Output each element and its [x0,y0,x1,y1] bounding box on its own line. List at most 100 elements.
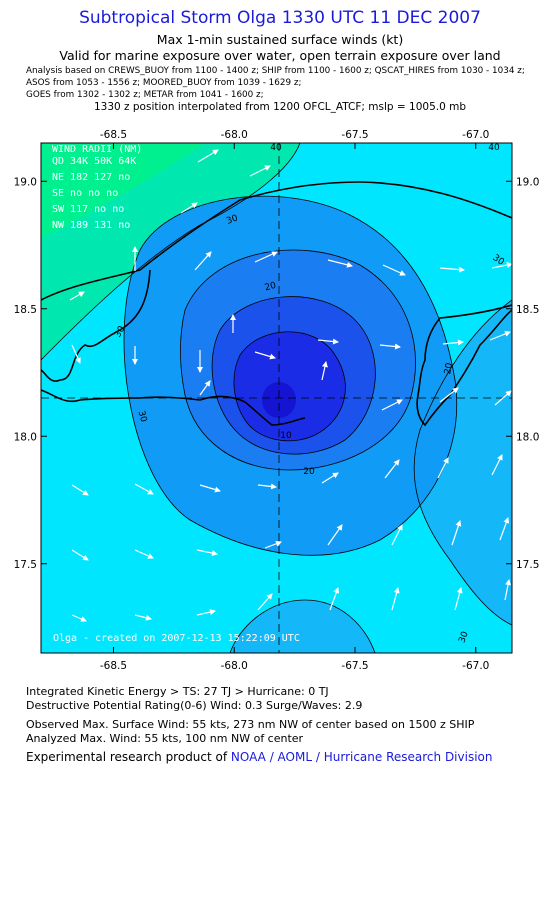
lat-tick-label-left: 17.5 [14,559,37,571]
wind-radii-row: NE 182 127 no [52,172,130,183]
data-sources-line-3: GOES from 1302 - 1302 z; METAR from 1041… [26,90,264,100]
wind-radii-row: SE no no no [52,188,118,199]
axis-ticks [41,143,512,653]
wind-vector-arrow [451,520,462,546]
wind-vector-arrow [391,524,403,546]
wind-vector-arrow [491,454,503,476]
wind-vector-arrow [264,540,282,549]
wind-vector-arrow [194,251,212,271]
wind-vector-arrow [381,399,403,411]
contour-lines [41,143,512,653]
wind-vector-arrow [71,549,89,561]
wind-vector-arrow [196,549,218,556]
lat-tick-label-right: 18.5 [516,304,539,316]
lon-tick-label-top: -67.0 [462,129,489,141]
coastlines [41,181,512,427]
credit-prefix: Experimental research product of [26,750,231,764]
data-sources-line-2: ASOS from 1053 - 1556 z; MOORED_BUOY fro… [26,78,302,88]
east-wind-zone [414,300,512,625]
wind-vector-arrow [321,361,328,381]
wind-radii-title: WIND RADII (NM) [52,144,142,155]
wind-vector-arrow [439,387,459,403]
wind-vector-arrow [199,484,221,493]
lon-tick-label-top: -68.0 [221,129,248,141]
contour-label: 20 [303,467,315,477]
wind-vector-arrow [491,262,512,269]
wind-vector-arrow [199,380,211,396]
wind-vector-arrow [379,343,401,350]
lon-tick-label-bottom: -68.5 [100,660,127,672]
wind-vector-arrow [454,587,463,611]
wind-vector-arrow [257,483,277,490]
wind-vector-arrow [134,549,154,559]
contour-label: 40 [270,143,282,153]
data-sources-line-1: Analysis based on CREWS_BUOY from 1100 -… [26,66,525,76]
plot-frame [40,142,513,654]
wind-vector-arrow [196,609,216,616]
wind-vector-arrow [180,202,198,214]
lat-tick-label-right: 17.5 [516,559,539,571]
wind-radii-header: QD 34K 50K 64K [52,156,136,167]
wind-vector-arrow [321,472,339,484]
lat-tick-label-right: 19.0 [516,176,539,188]
lon-tick-label-bottom: -67.5 [341,660,368,672]
position-note: 1330 z position interpolated from 1200 O… [93,101,467,113]
wind-vector-arrow [134,483,154,495]
contour-label: 30 [225,213,239,226]
wind-vector-arrow [327,524,343,546]
wind-vector-arrow [439,266,465,273]
lat-tick-label-left: 18.5 [14,304,37,316]
wind-vector-arrow [134,614,152,621]
contour-band-5 [262,382,296,418]
analyzed-max-wind-text: Analyzed Max. Wind: 55 kts, 100 nm NW of… [26,732,304,745]
contour-label: 10 [280,431,292,441]
wind-radii-row: SW 117 no no [52,204,124,215]
hrd-link[interactable]: NOAA / AOML / Hurricane Research Divisio… [230,750,493,764]
lon-tick-label-bottom: -68.0 [221,660,248,672]
wind-radii-table: WIND RADII (NM) QD 34K 50K 64K NE 182 12… [52,144,142,231]
south-wind-zone [230,600,375,653]
map-subtitle-exposure: Valid for marine exposure over water, op… [59,48,501,63]
wind-vector-arrow [249,165,271,177]
contour-label: 40 [488,143,500,153]
kinetic-energy-text: Integrated Kinetic Energy > TS: 27 TJ > … [26,685,329,698]
map-title: Subtropical Storm Olga 1330 UTC 11 DEC 2… [79,8,481,28]
wind-vector-arrow [499,517,510,541]
wind-vector-arrow [494,390,512,406]
destructive-potential-text: Destructive Potential Rating(0-6) Wind: … [26,699,363,712]
wind-vector-arrow [382,264,406,276]
contour-label: 30 [136,410,149,424]
wind-vector-arrow [489,331,511,341]
axis-tick-labels: -68.5 -68.5 -68.0 -68.0 -67.5 -67.5 -67.0 -67.0… [14,129,540,672]
lat-tick-label-right: 18.0 [516,431,539,443]
wind-vector-arrow [71,614,87,622]
lon-tick-label-top: -68.5 [100,129,127,141]
wind-vector-arrow [327,259,353,268]
credit-line: Experimental research product of NOAA / … [26,750,492,764]
wind-vector-arrow [442,339,464,346]
wind-vector-arrow [257,593,273,611]
contour-label: 20 [264,281,278,294]
wind-vector-arrow [71,344,81,364]
observed-max-wind-text: Observed Max. Surface Wind: 55 kts, 273 … [26,718,475,731]
wind-vector-arrow [391,587,400,611]
wind-vector-arrow [254,351,276,360]
wind-vector-arrow [317,338,339,345]
contour-label: 20 [443,362,455,375]
wind-vector-arrow [71,484,89,496]
wind-vectors [69,149,512,622]
wind-vector-arrow [384,459,400,479]
lon-tick-label-top: -67.5 [341,129,368,141]
wind-vector-arrow [197,149,219,163]
map-subtitle-units: Max 1-min sustained surface winds (kt) [156,32,404,47]
lat-tick-label-left: 18.0 [14,431,37,443]
wind-vector-arrow [504,579,511,601]
lat-tick-label-left: 19.0 [14,176,37,188]
contour-label: 30 [457,630,470,644]
wind-radii-row: NW 189 131 no [52,220,130,231]
wind-vector-arrow [69,291,85,301]
creation-watermark: Olga - created on 2007-12-13 15:22:09 UT… [53,633,300,644]
wind-vector-arrow [254,251,278,263]
